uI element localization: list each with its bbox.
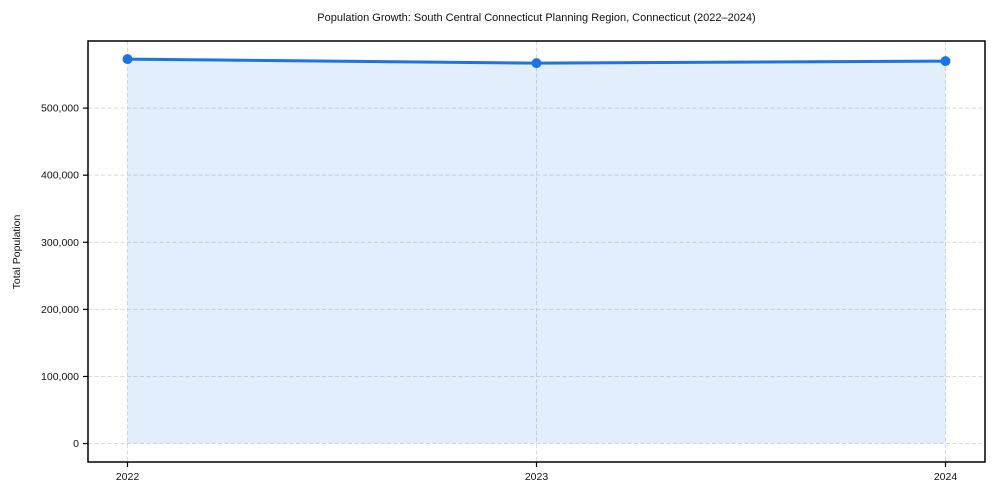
data-point (531, 58, 542, 69)
series-area-fill (127, 59, 946, 444)
y-tick-label: 0 (73, 438, 79, 450)
y-tick-label: 400,000 (41, 170, 79, 182)
chart-title: Population Growth: South Central Connect… (317, 12, 756, 24)
y-tick-label: 300,000 (41, 237, 79, 249)
x-tick-label: 2023 (525, 471, 549, 483)
x-tick-label: 2022 (116, 471, 140, 483)
y-tick-label: 100,000 (41, 371, 79, 383)
y-tick-label: 500,000 (41, 103, 79, 115)
y-tick-label: 200,000 (41, 304, 79, 316)
data-point (122, 54, 133, 65)
data-point (940, 56, 951, 67)
x-tick-label: 2024 (934, 471, 958, 483)
